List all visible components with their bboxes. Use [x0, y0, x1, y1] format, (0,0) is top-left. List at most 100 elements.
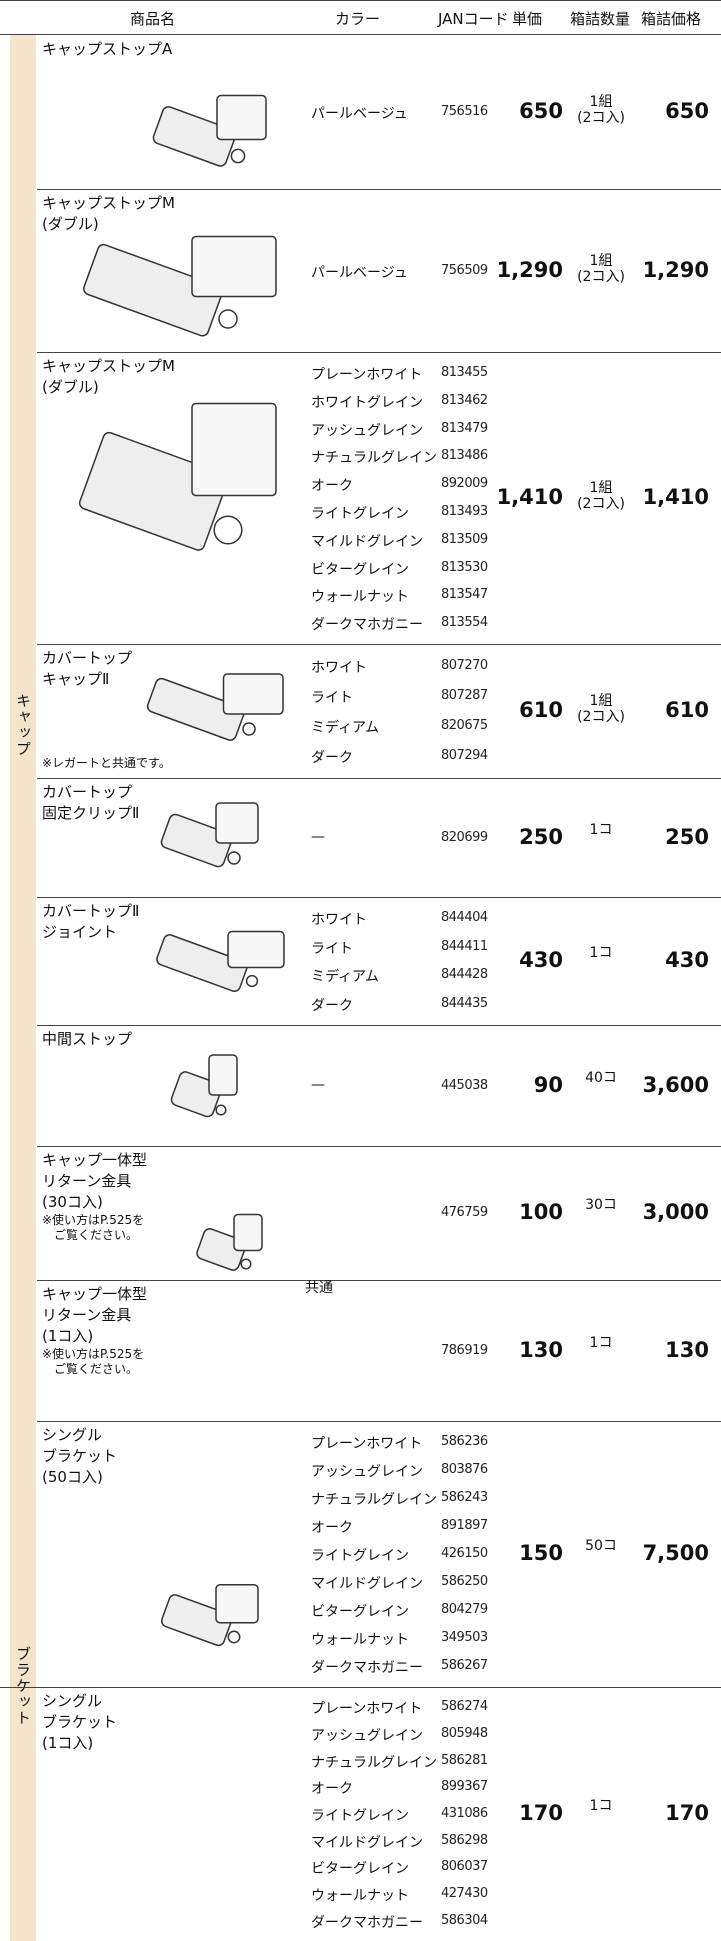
box-quantity: 1組 [589, 252, 613, 269]
color-name: ライト [311, 690, 353, 706]
color-name: プレーンホワイト [311, 366, 423, 383]
box-quantity: 50コ [585, 1538, 617, 1554]
product-name: (ダブル) [42, 378, 99, 396]
color-name: ミディアム [311, 720, 380, 736]
jan-code: 476759 [441, 1205, 488, 1220]
jan-code: 786919 [441, 1342, 488, 1358]
jan-code: 586250 [441, 1574, 488, 1589]
color-name: マイルドグレイン [311, 1834, 423, 1851]
color-name: ビターグレイン [311, 1861, 409, 1878]
jan-code: 820675 [441, 718, 488, 733]
jan-code: 813493 [441, 503, 488, 519]
box-quantity: (2コ入) [577, 268, 625, 285]
jan-code: 891897 [441, 1518, 488, 1533]
color-name: ダーク [311, 997, 353, 1014]
jan-code: 445038 [441, 1077, 488, 1093]
illustration [146, 673, 284, 741]
product-note: ※使い方はP.525を [42, 1213, 145, 1227]
jan-code: 844435 [441, 995, 488, 1011]
color-name: ウォールナット [311, 589, 409, 606]
product-name: キャップストップA [42, 40, 173, 58]
unit-price: 90 [533, 1072, 563, 1097]
jan-code: 892009 [441, 476, 488, 492]
box-quantity: 1コ [589, 1334, 613, 1351]
unit-price: 650 [519, 99, 563, 123]
color-name: ホワイトグレイン [311, 394, 423, 411]
color-name: ライト [311, 940, 353, 957]
jan-code: 844411 [441, 938, 488, 954]
jan-code: 803876 [441, 1462, 488, 1477]
category-strip [10, 1421, 36, 1941]
jan-code: 804279 [441, 1602, 488, 1617]
product-name: (1コ入) [42, 1734, 94, 1752]
product-name: 中間ストップ [42, 1030, 133, 1048]
color-name: マイルドグレイン [311, 533, 423, 550]
product-name: カバートップ [42, 783, 133, 801]
unit-price: 130 [519, 1337, 563, 1362]
header-cell: JANコード [438, 10, 509, 28]
product-name: (30コ入) [42, 1193, 103, 1211]
color-name: ナチュラルグレイン [311, 450, 437, 467]
jan-code: 807287 [441, 688, 488, 703]
color-name: プレーンホワイト [311, 1701, 423, 1718]
jan-code: 756516 [441, 104, 488, 119]
color-name: ウォールナット [311, 1632, 409, 1648]
jan-code: 813554 [441, 615, 488, 631]
box-quantity: (2コ入) [577, 110, 625, 126]
jan-code: 813509 [441, 531, 488, 547]
product-name: リターン金具 [42, 1306, 132, 1324]
color-name: ダークマホガニー [311, 1914, 423, 1931]
jan-code: 586236 [441, 1434, 488, 1449]
jan-code: 899367 [441, 1779, 488, 1795]
unit-price: 170 [519, 1801, 563, 1825]
jan-code: 586298 [441, 1832, 488, 1848]
color-name: アッシュグレイン [311, 1728, 423, 1744]
color-name: — [311, 828, 325, 845]
category-label: ブラケット [14, 1646, 32, 1726]
product-name: キャップ一体型 [42, 1285, 148, 1303]
color-name: マイルドグレイン [311, 1576, 423, 1592]
illustration [196, 1213, 263, 1271]
jan-code: 807294 [441, 748, 488, 763]
jan-code: 586243 [441, 1490, 488, 1505]
color-name: ダーク [311, 750, 353, 766]
unit-price: 610 [519, 698, 563, 722]
unit-price: 150 [519, 1541, 563, 1565]
rule [37, 1421, 721, 1422]
product-name: シングル [42, 1426, 103, 1444]
color-name: オーク [311, 478, 353, 495]
box-quantity: (2コ入) [577, 496, 625, 512]
product-name: シングル [42, 1692, 103, 1710]
product-name: キャップⅡ [42, 670, 110, 688]
box-quantity: 40コ [585, 1069, 617, 1086]
color-name: ホワイト [311, 660, 367, 676]
jan-code: 813479 [441, 420, 488, 436]
jan-code: 586267 [441, 1658, 488, 1673]
color-name: プレーンホワイト [311, 1436, 423, 1452]
box-quantity: 1組 [589, 94, 613, 110]
header-cell: 箱詰数量 [570, 10, 631, 28]
box-price: 3,600 [642, 1072, 709, 1097]
rule [37, 1280, 721, 1281]
jan-code: 844428 [441, 967, 488, 983]
illustration [170, 1054, 238, 1118]
product-note: ご覧ください。 [54, 1228, 139, 1242]
product-name: リターン金具 [42, 1172, 132, 1190]
rule [37, 778, 721, 779]
color-name: ナチュラルグレイン [311, 1754, 437, 1771]
illustration [160, 1584, 259, 1647]
rule [0, 34, 721, 35]
header-cell: カラー [335, 10, 381, 28]
box-quantity: 30コ [585, 1197, 617, 1213]
product-note: ご覧ください。 [54, 1362, 139, 1376]
product-name: キャップ一体型 [42, 1151, 148, 1169]
jan-code: 813455 [441, 364, 488, 380]
header-cell: 箱詰価格 [641, 10, 702, 28]
product-note: ※使い方はP.525を [42, 1347, 145, 1361]
rule [37, 352, 721, 353]
color-name: アッシュグレイン [311, 422, 423, 439]
jan-code: 586304 [441, 1912, 488, 1928]
box-price: 3,000 [642, 1200, 709, 1224]
box-price: 7,500 [642, 1541, 709, 1565]
